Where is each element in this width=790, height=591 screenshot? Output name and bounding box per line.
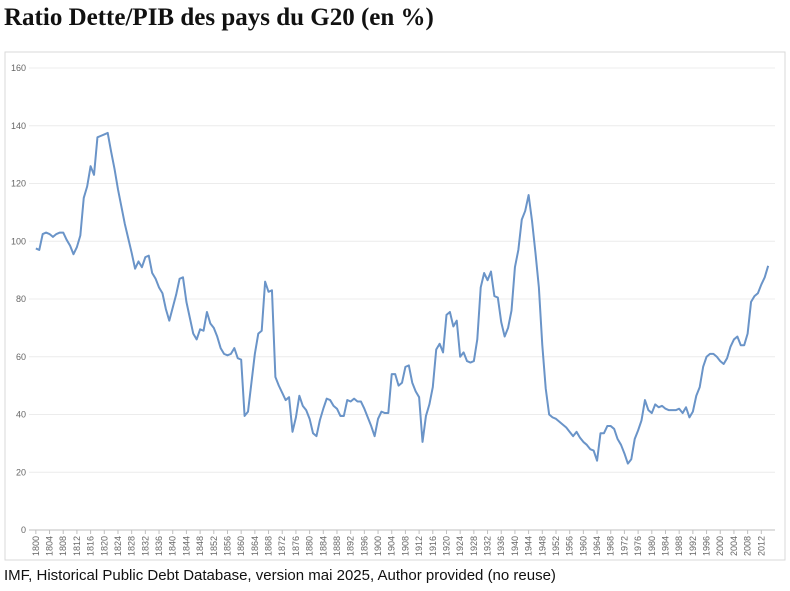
data-line xyxy=(35,131,770,465)
x-tick-label: 1860 xyxy=(236,536,246,556)
y-tick-label: 140 xyxy=(11,121,26,131)
x-tick-label: 1904 xyxy=(387,536,397,556)
x-tick-label: 1852 xyxy=(209,536,219,556)
x-tick-label: 1876 xyxy=(291,536,301,556)
x-tick-label: 1888 xyxy=(332,536,342,556)
x-tick-label: 1928 xyxy=(469,536,479,556)
x-tick-label: 1844 xyxy=(181,536,191,556)
x-tick-label: 1948 xyxy=(537,536,547,556)
x-tick-label: 1804 xyxy=(45,536,55,556)
x-tick-label: 1892 xyxy=(346,536,356,556)
x-tick-label: 1828 xyxy=(127,536,137,556)
x-tick-label: 1816 xyxy=(86,536,96,556)
x-tick-label: 1836 xyxy=(154,536,164,556)
chart-frame xyxy=(4,51,786,561)
x-tick-label: 1992 xyxy=(688,536,698,556)
x-tick-label: 1936 xyxy=(496,536,506,556)
x-tick-label: 2012 xyxy=(756,536,766,556)
x-tick-label: 1880 xyxy=(305,536,315,556)
x-tick-label: 1980 xyxy=(647,536,657,556)
x-tick-label: 1864 xyxy=(250,536,260,556)
x-tick-label: 2000 xyxy=(715,536,725,556)
chart-title: Ratio Dette/PIB des pays du G20 (en %) xyxy=(4,4,434,31)
x-tick-label: 1988 xyxy=(674,536,684,556)
x-tick-label: 2004 xyxy=(729,536,739,556)
x-tick-label: 1964 xyxy=(592,536,602,556)
y-tick-label: 100 xyxy=(11,236,26,246)
x-tick-label: 1940 xyxy=(510,536,520,556)
y-tick-label: 160 xyxy=(11,63,26,73)
x-tick-label: 1856 xyxy=(222,536,232,556)
y-tick-label: 20 xyxy=(16,467,26,477)
x-tick-label: 1896 xyxy=(359,536,369,556)
x-tick-label: 1884 xyxy=(318,536,328,556)
x-tick-label: 1868 xyxy=(264,536,274,556)
x-tick-label: 1908 xyxy=(400,536,410,556)
y-tick-label: 80 xyxy=(16,294,26,304)
x-tick-label: 1848 xyxy=(195,536,205,556)
x-tick-label: 1924 xyxy=(455,536,465,556)
x-tick-label: 1984 xyxy=(660,536,670,556)
x-tick-label: 1832 xyxy=(140,536,150,556)
x-tick-label: 1996 xyxy=(702,536,712,556)
x-tick-label: 1840 xyxy=(168,536,178,556)
x-tick-label: 1952 xyxy=(551,536,561,556)
y-tick-label: 120 xyxy=(11,179,26,189)
x-tick-label: 1972 xyxy=(619,536,629,556)
x-tick-label: 1960 xyxy=(578,536,588,556)
x-tick-label: 1912 xyxy=(414,536,424,556)
x-tick-label: 1944 xyxy=(524,536,534,556)
x-tick-label: 1956 xyxy=(565,536,575,556)
x-tick-label: 2008 xyxy=(743,536,753,556)
x-tick-label: 1976 xyxy=(633,536,643,556)
x-tick-label: 1824 xyxy=(113,536,123,556)
source-note: IMF, Historical Public Debt Database, ve… xyxy=(4,567,556,584)
x-tick-label: 1932 xyxy=(483,536,493,556)
x-tick-label: 1820 xyxy=(99,536,109,556)
y-tick-label: 40 xyxy=(16,410,26,420)
x-tick-label: 1808 xyxy=(58,536,68,556)
x-tick-label: 1800 xyxy=(31,536,41,556)
y-tick-label: 0 xyxy=(21,525,26,535)
x-tick-label: 1916 xyxy=(428,536,438,556)
x-tick-label: 1812 xyxy=(72,536,82,556)
x-tick-label: 1920 xyxy=(441,536,451,556)
y-tick-label: 60 xyxy=(16,352,26,362)
x-tick-label: 1872 xyxy=(277,536,287,556)
x-tick-label: 1968 xyxy=(606,536,616,556)
x-tick-label: 1900 xyxy=(373,536,383,556)
